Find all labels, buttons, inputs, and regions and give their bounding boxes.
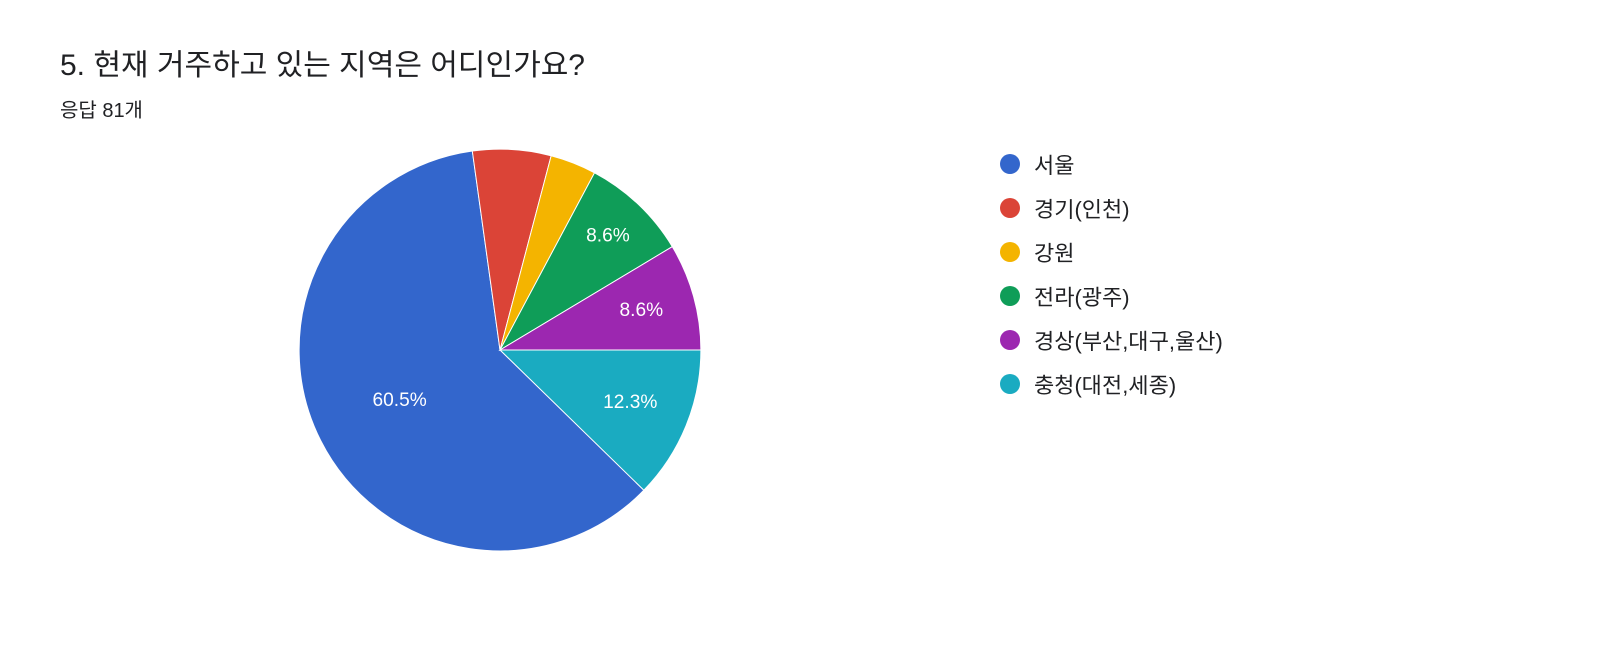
legend-label: 경상(부산,대구,울산) (1034, 324, 1223, 356)
pie-slice-label: 12.3% (603, 392, 657, 413)
legend-label: 충청(대전,세종) (1034, 368, 1176, 400)
pie-chart-svg: 12.3% 60.5% 8.6% 8.6% (280, 130, 720, 570)
legend-item[interactable]: 경상(부산,대구,울산) (1000, 324, 1223, 356)
legend-label: 서울 (1034, 148, 1074, 180)
chart-header: 5. 현재 거주하고 있는 지역은 어디인가요? 응답 81개 (60, 40, 585, 123)
legend-swatch-icon (1000, 330, 1020, 350)
pie-slice-label: 8.6% (620, 300, 664, 321)
legend-item[interactable]: 경기(인천) (1000, 192, 1223, 224)
pie-slice-label: 60.5% (372, 390, 426, 411)
legend-swatch-icon (1000, 286, 1020, 306)
legend-swatch-icon (1000, 154, 1020, 174)
pie-chart: 12.3% 60.5% 8.6% 8.6% (280, 130, 720, 570)
chart-container: 5. 현재 거주하고 있는 지역은 어디인가요? 응답 81개 12.3% 60.… (0, 0, 1600, 672)
legend-item[interactable]: 강원 (1000, 236, 1223, 268)
pie-slice-label: 8.6% (586, 226, 630, 247)
chart-title: 5. 현재 거주하고 있는 지역은 어디인가요? (60, 40, 585, 84)
legend-swatch-icon (1000, 242, 1020, 262)
chart-legend: 서울경기(인천) 강원전라(광주) 경상(부산,대구,울산) 충청(대전,세종) (1000, 148, 1223, 412)
legend-label: 강원 (1034, 236, 1074, 268)
chart-subtitle: 응답 81개 (60, 94, 585, 123)
legend-item[interactable]: 전라(광주) (1000, 280, 1223, 312)
legend-label: 전라(광주) (1034, 280, 1130, 312)
legend-item[interactable]: 충청(대전,세종) (1000, 368, 1223, 400)
legend-swatch-icon (1000, 374, 1020, 394)
legend-swatch-icon (1000, 198, 1020, 218)
legend-item[interactable]: 서울 (1000, 148, 1223, 180)
legend-label: 경기(인천) (1034, 192, 1130, 224)
